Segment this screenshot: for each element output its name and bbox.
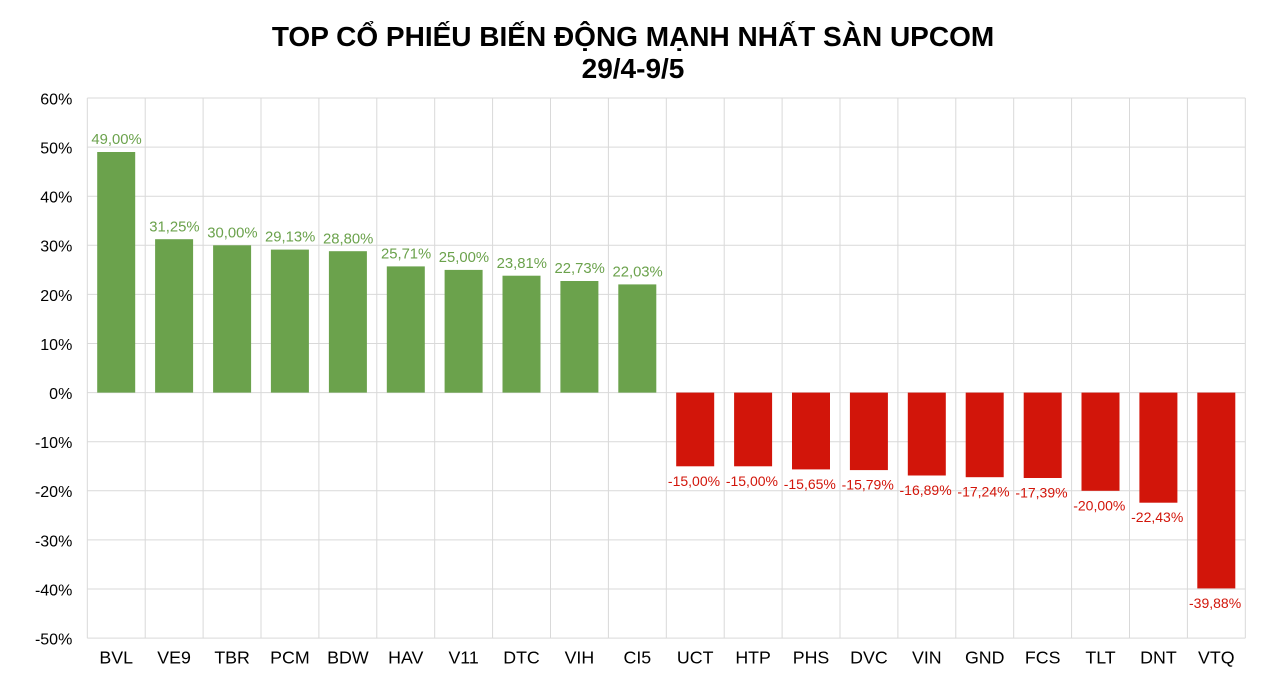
svg-text:10%: 10% xyxy=(40,337,72,354)
svg-text:TBR: TBR xyxy=(214,648,250,668)
svg-text:DTC: DTC xyxy=(503,648,540,668)
svg-text:-17,39%: -17,39% xyxy=(1015,485,1067,501)
svg-text:-16,89%: -16,89% xyxy=(900,482,952,498)
svg-text:PHS: PHS xyxy=(793,648,830,668)
svg-text:PCM: PCM xyxy=(270,648,310,668)
svg-text:-15,00%: -15,00% xyxy=(668,473,720,489)
svg-text:30,00%: 30,00% xyxy=(207,224,257,241)
svg-text:0%: 0% xyxy=(49,386,72,403)
svg-text:VIH: VIH xyxy=(565,648,595,668)
svg-text:-50%: -50% xyxy=(35,632,72,649)
svg-text:-30%: -30% xyxy=(35,533,72,550)
svg-text:-15,00%: -15,00% xyxy=(726,473,778,489)
svg-text:CI5: CI5 xyxy=(623,648,651,668)
svg-text:UCT: UCT xyxy=(677,648,714,668)
svg-text:20%: 20% xyxy=(40,288,72,305)
svg-text:-15,79%: -15,79% xyxy=(842,477,894,493)
svg-text:BVL: BVL xyxy=(99,648,133,668)
svg-text:TLT: TLT xyxy=(1085,648,1115,668)
svg-text:VTQ: VTQ xyxy=(1198,648,1235,668)
svg-text:29/4-9/5: 29/4-9/5 xyxy=(582,53,685,84)
svg-text:40%: 40% xyxy=(40,190,72,207)
svg-text:23,81%: 23,81% xyxy=(497,255,547,272)
svg-text:HTP: HTP xyxy=(735,648,771,668)
svg-text:22,73%: 22,73% xyxy=(555,260,605,277)
svg-text:28,80%: 28,80% xyxy=(323,230,373,247)
svg-text:DVC: DVC xyxy=(850,648,888,668)
svg-text:HAV: HAV xyxy=(388,648,423,668)
svg-text:-22,43%: -22,43% xyxy=(1131,509,1183,525)
svg-text:31,25%: 31,25% xyxy=(149,218,199,235)
svg-text:BDW: BDW xyxy=(327,648,369,668)
svg-text:29,13%: 29,13% xyxy=(265,229,315,246)
svg-text:50%: 50% xyxy=(40,141,72,158)
svg-text:TOP CỔ PHIẾU BIẾN ĐỘNG MẠNH NH: TOP CỔ PHIẾU BIẾN ĐỘNG MẠNH NHẤT SÀN UPC… xyxy=(272,20,994,52)
svg-text:FCS: FCS xyxy=(1025,648,1061,668)
svg-text:25,00%: 25,00% xyxy=(439,249,489,266)
svg-text:-39,88%: -39,88% xyxy=(1189,595,1241,611)
svg-text:V11: V11 xyxy=(448,648,478,668)
svg-text:VE9: VE9 xyxy=(157,648,191,668)
svg-text:49,00%: 49,00% xyxy=(91,131,141,148)
svg-text:-20,00%: -20,00% xyxy=(1073,497,1125,513)
svg-text:-20%: -20% xyxy=(35,484,72,501)
svg-text:22,03%: 22,03% xyxy=(612,263,662,280)
svg-text:-15,65%: -15,65% xyxy=(784,476,836,492)
svg-text:DNT: DNT xyxy=(1140,648,1177,668)
svg-text:-10%: -10% xyxy=(35,435,72,452)
svg-text:30%: 30% xyxy=(40,239,72,256)
svg-text:-17,24%: -17,24% xyxy=(957,484,1009,500)
svg-text:VIN: VIN xyxy=(912,648,942,668)
svg-text:-40%: -40% xyxy=(35,582,72,599)
svg-text:60%: 60% xyxy=(40,91,72,108)
svg-text:GND: GND xyxy=(965,648,1005,668)
svg-text:25,71%: 25,71% xyxy=(381,245,431,262)
